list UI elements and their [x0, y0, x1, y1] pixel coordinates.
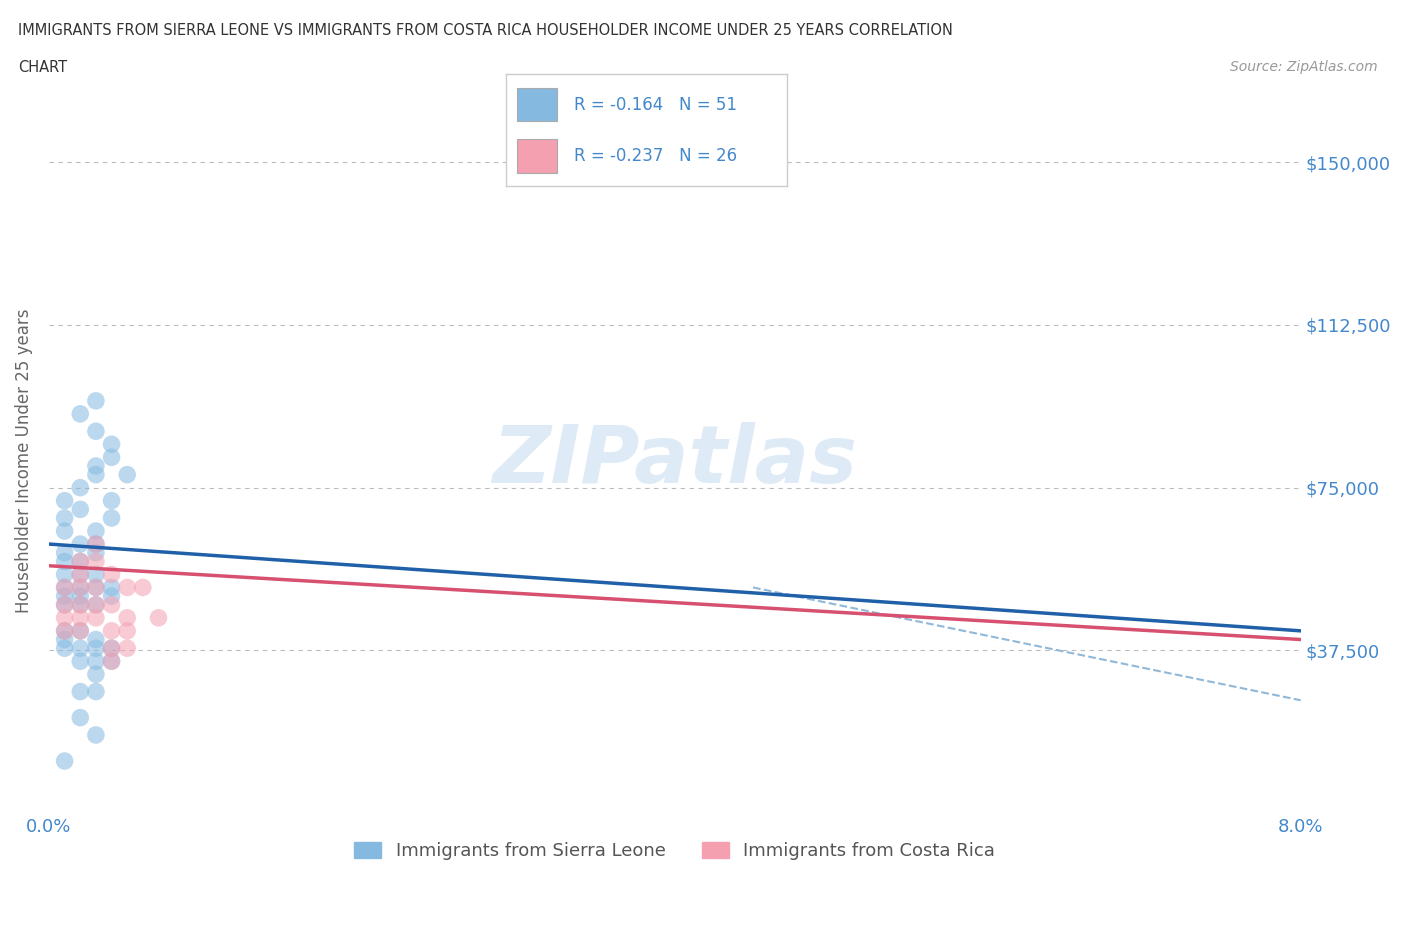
Point — [53, 610, 76, 625]
Point — [69, 406, 91, 421]
Point — [69, 480, 91, 495]
Point — [84, 393, 107, 408]
Point — [69, 580, 91, 595]
Point — [69, 502, 91, 517]
Bar — [517, 140, 557, 173]
Point — [84, 424, 107, 439]
Point — [100, 654, 122, 669]
Point — [84, 641, 107, 656]
Point — [115, 580, 138, 595]
Point — [69, 654, 91, 669]
Point — [53, 597, 76, 612]
Point — [84, 537, 107, 551]
Point — [84, 667, 107, 682]
Text: IMMIGRANTS FROM SIERRA LEONE VS IMMIGRANTS FROM COSTA RICA HOUSEHOLDER INCOME UN: IMMIGRANTS FROM SIERRA LEONE VS IMMIGRAN… — [18, 23, 953, 38]
Point — [53, 623, 76, 638]
Point — [115, 641, 138, 656]
Point — [53, 493, 76, 508]
Point — [100, 450, 122, 465]
Point — [69, 623, 91, 638]
Point — [69, 641, 91, 656]
Point — [84, 567, 107, 582]
Point — [84, 545, 107, 560]
Point — [69, 623, 91, 638]
Point — [53, 623, 76, 638]
Point — [100, 580, 122, 595]
Text: CHART: CHART — [18, 60, 67, 75]
Text: R = -0.237   N = 26: R = -0.237 N = 26 — [574, 147, 737, 165]
Point — [115, 610, 138, 625]
Point — [100, 493, 122, 508]
Point — [100, 641, 122, 656]
Point — [84, 597, 107, 612]
Text: R = -0.164   N = 51: R = -0.164 N = 51 — [574, 96, 737, 113]
Point — [84, 610, 107, 625]
Point — [69, 580, 91, 595]
Point — [84, 537, 107, 551]
Point — [69, 554, 91, 569]
Point — [84, 580, 107, 595]
Point — [148, 610, 170, 625]
Point — [100, 589, 122, 604]
Point — [53, 632, 76, 647]
Point — [53, 589, 76, 604]
Text: ZIPatlas: ZIPatlas — [492, 421, 858, 499]
Point — [53, 554, 76, 569]
Point — [53, 545, 76, 560]
Point — [69, 567, 91, 582]
Y-axis label: Householder Income Under 25 years: Householder Income Under 25 years — [15, 308, 32, 613]
Point — [69, 554, 91, 569]
Point — [100, 511, 122, 525]
Point — [84, 632, 107, 647]
Point — [84, 654, 107, 669]
Point — [100, 654, 122, 669]
Point — [69, 589, 91, 604]
Point — [84, 727, 107, 742]
Point — [69, 684, 91, 699]
Point — [69, 537, 91, 551]
Point — [53, 524, 76, 538]
Point — [100, 567, 122, 582]
Point — [53, 511, 76, 525]
Point — [53, 580, 76, 595]
Bar — [517, 87, 557, 121]
Point — [53, 580, 76, 595]
Point — [100, 641, 122, 656]
Point — [53, 641, 76, 656]
Point — [132, 580, 155, 595]
Point — [69, 567, 91, 582]
Point — [53, 567, 76, 582]
Point — [115, 623, 138, 638]
Point — [69, 597, 91, 612]
Point — [69, 711, 91, 725]
Point — [100, 437, 122, 452]
Point — [53, 753, 76, 768]
Point — [84, 580, 107, 595]
Point — [53, 597, 76, 612]
Point — [100, 597, 122, 612]
Point — [84, 554, 107, 569]
Point — [115, 467, 138, 482]
Point — [69, 610, 91, 625]
Point — [84, 467, 107, 482]
Point — [100, 623, 122, 638]
Text: Source: ZipAtlas.com: Source: ZipAtlas.com — [1230, 60, 1378, 74]
Point — [84, 458, 107, 473]
Point — [69, 597, 91, 612]
Point — [84, 597, 107, 612]
Legend: Immigrants from Sierra Leone, Immigrants from Costa Rica: Immigrants from Sierra Leone, Immigrants… — [347, 835, 1002, 868]
Point — [84, 524, 107, 538]
Point — [84, 684, 107, 699]
